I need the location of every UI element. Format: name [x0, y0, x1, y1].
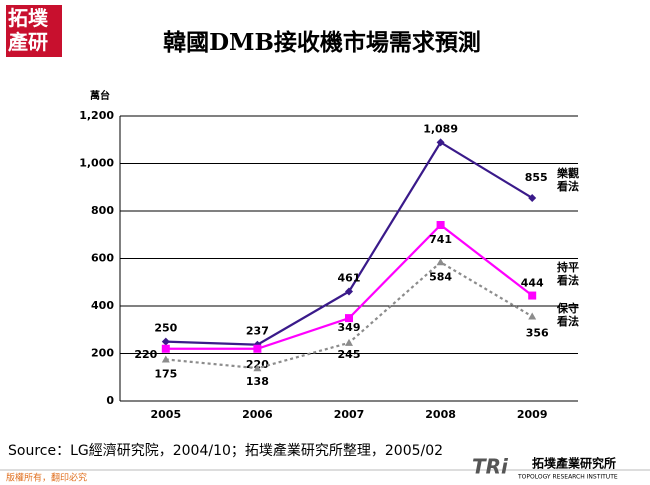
logo-wrap: 拓墣產研 — [8, 6, 48, 54]
value-label: 444 — [521, 277, 544, 290]
value-label: 237 — [246, 325, 269, 338]
y-tick-label: 800 — [91, 204, 114, 217]
institute: 拓墣產業研究所 — [532, 456, 616, 471]
value-label: 138 — [246, 375, 269, 388]
y-tick-label: 600 — [91, 252, 114, 265]
x-tick-label: 2009 — [517, 408, 548, 421]
brand: TRi — [472, 455, 509, 479]
marker — [436, 221, 445, 230]
value-label: 220 — [134, 348, 157, 361]
logo-box — [6, 5, 62, 57]
marker — [528, 291, 537, 300]
value-label: 175 — [154, 367, 177, 380]
y-axis-label: 萬台 — [90, 89, 110, 102]
marker — [345, 287, 353, 296]
marker — [436, 258, 445, 266]
marker — [436, 138, 445, 147]
value-label: 245 — [338, 348, 361, 361]
legend-entry: 樂觀看法 — [557, 167, 579, 193]
logo: 拓墣產研 — [8, 6, 48, 54]
value-label: 855 — [525, 171, 548, 184]
y-tick-label: 1,000 — [79, 157, 114, 170]
value-label: 349 — [338, 321, 361, 334]
x-tick-label: 2005 — [150, 408, 181, 421]
marker — [161, 337, 170, 346]
chart-title: 韓國DMB接收機市場需求預測 — [163, 29, 481, 56]
y-tick-label: 200 — [91, 347, 114, 360]
marker — [528, 193, 537, 202]
legend-entry: 持平看法 — [557, 261, 579, 287]
marker — [345, 314, 353, 323]
x-tick-label: 2007 — [334, 408, 365, 421]
value-label: 461 — [338, 272, 361, 285]
value-label: 356 — [526, 326, 549, 339]
marker — [528, 312, 537, 320]
x-tick-label: 2008 — [425, 408, 456, 421]
value-label: 250 — [154, 322, 177, 335]
marker — [253, 344, 262, 353]
copyright: 版權所有，翻印必究 — [6, 472, 87, 484]
marker — [161, 355, 170, 363]
institute-en: TOPOLOGY RESEARCH INSTITUTE — [517, 474, 618, 481]
y-tick-label: 400 — [91, 299, 114, 312]
x-tick-label: 2006 — [242, 408, 273, 421]
marker — [253, 364, 262, 372]
y-tick-label: 1,200 — [79, 109, 114, 122]
value-label: 1,089 — [423, 122, 458, 135]
legend-entry: 保守看法 — [557, 302, 579, 328]
y-tick-label: 0 — [106, 394, 114, 407]
value-label: 584 — [429, 270, 452, 283]
marker — [161, 344, 170, 353]
value-label: 741 — [429, 233, 452, 246]
marker — [345, 338, 353, 346]
source: Source：LG經濟研究院，2004/10；拓墣產業研究所整理，2005/02 — [8, 442, 443, 459]
